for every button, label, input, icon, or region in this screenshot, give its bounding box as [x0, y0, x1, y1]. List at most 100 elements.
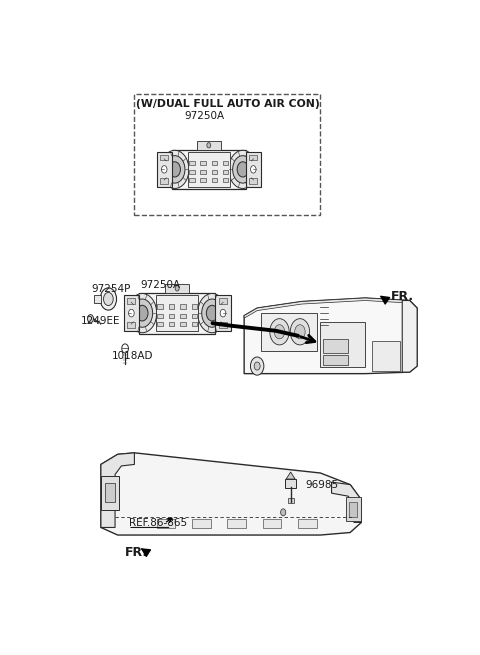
- Circle shape: [295, 325, 305, 339]
- Bar: [168, 322, 174, 326]
- Polygon shape: [101, 453, 361, 535]
- Polygon shape: [286, 472, 295, 479]
- Circle shape: [251, 357, 264, 375]
- Bar: [157, 152, 172, 187]
- Bar: [180, 322, 186, 326]
- Bar: [192, 314, 197, 318]
- Bar: [288, 498, 294, 503]
- Bar: [168, 314, 174, 318]
- Bar: [139, 293, 216, 333]
- Bar: [156, 295, 198, 331]
- Bar: [192, 322, 197, 326]
- Bar: [347, 497, 360, 521]
- Text: 1249EE: 1249EE: [81, 316, 120, 326]
- Circle shape: [207, 143, 211, 148]
- Circle shape: [132, 299, 153, 328]
- Circle shape: [136, 305, 148, 321]
- Polygon shape: [101, 453, 134, 527]
- Bar: [223, 170, 228, 174]
- Bar: [201, 170, 206, 174]
- Bar: [101, 476, 119, 510]
- Bar: [219, 322, 227, 328]
- Circle shape: [206, 305, 218, 321]
- Circle shape: [122, 344, 129, 353]
- Text: 97254P: 97254P: [92, 284, 131, 294]
- Circle shape: [198, 293, 227, 333]
- Circle shape: [202, 299, 223, 328]
- Circle shape: [175, 286, 179, 291]
- Circle shape: [162, 166, 167, 173]
- Circle shape: [251, 166, 256, 173]
- Bar: [228, 519, 246, 529]
- Text: 96985: 96985: [305, 479, 339, 489]
- Bar: [261, 313, 317, 351]
- Circle shape: [169, 162, 180, 177]
- Bar: [189, 161, 195, 165]
- Bar: [192, 519, 211, 529]
- Circle shape: [104, 292, 113, 306]
- Circle shape: [254, 362, 260, 370]
- Polygon shape: [332, 482, 361, 523]
- Circle shape: [233, 156, 253, 183]
- Bar: [180, 305, 186, 309]
- Bar: [212, 170, 217, 174]
- Bar: [94, 295, 101, 303]
- Bar: [160, 155, 168, 160]
- Text: (W/DUAL FULL AUTO AIR CON): (W/DUAL FULL AUTO AIR CON): [135, 99, 319, 109]
- Bar: [212, 178, 217, 182]
- Circle shape: [87, 314, 94, 323]
- Bar: [106, 483, 115, 502]
- Bar: [165, 284, 189, 293]
- Bar: [156, 519, 175, 529]
- Bar: [160, 178, 168, 183]
- Bar: [324, 339, 348, 354]
- Circle shape: [274, 325, 285, 339]
- Bar: [246, 152, 261, 187]
- Bar: [180, 314, 186, 318]
- Bar: [127, 322, 135, 328]
- Bar: [285, 479, 296, 488]
- Circle shape: [129, 309, 134, 317]
- Text: 1018AD: 1018AD: [112, 351, 154, 361]
- Circle shape: [165, 156, 185, 183]
- Bar: [172, 149, 246, 189]
- Bar: [157, 305, 163, 309]
- Circle shape: [281, 509, 286, 516]
- Circle shape: [220, 309, 226, 317]
- Bar: [250, 155, 257, 160]
- Text: 97250A: 97250A: [185, 111, 225, 121]
- Circle shape: [270, 319, 289, 345]
- Text: FR.: FR.: [125, 546, 148, 559]
- Bar: [189, 178, 195, 182]
- Bar: [168, 305, 174, 309]
- Text: 97250A: 97250A: [140, 280, 180, 290]
- Circle shape: [100, 288, 117, 310]
- Bar: [349, 502, 357, 517]
- Circle shape: [128, 293, 156, 333]
- Bar: [189, 170, 195, 174]
- Circle shape: [237, 162, 249, 177]
- Bar: [134, 94, 321, 215]
- Circle shape: [290, 319, 310, 345]
- Bar: [192, 305, 197, 309]
- Circle shape: [229, 150, 257, 189]
- Bar: [127, 299, 135, 304]
- Bar: [223, 161, 228, 165]
- Bar: [223, 178, 228, 182]
- Bar: [250, 178, 257, 183]
- Polygon shape: [402, 301, 417, 372]
- Bar: [263, 519, 281, 529]
- Bar: [201, 178, 206, 182]
- Bar: [197, 141, 220, 149]
- Text: REF.86-865: REF.86-865: [129, 519, 187, 529]
- Bar: [219, 299, 227, 304]
- Bar: [201, 161, 206, 165]
- Text: FR.: FR.: [391, 290, 414, 303]
- Bar: [298, 519, 317, 529]
- Bar: [157, 322, 163, 326]
- Bar: [321, 322, 365, 367]
- Bar: [216, 295, 230, 331]
- Bar: [372, 341, 400, 371]
- Polygon shape: [244, 298, 417, 318]
- Bar: [124, 295, 139, 331]
